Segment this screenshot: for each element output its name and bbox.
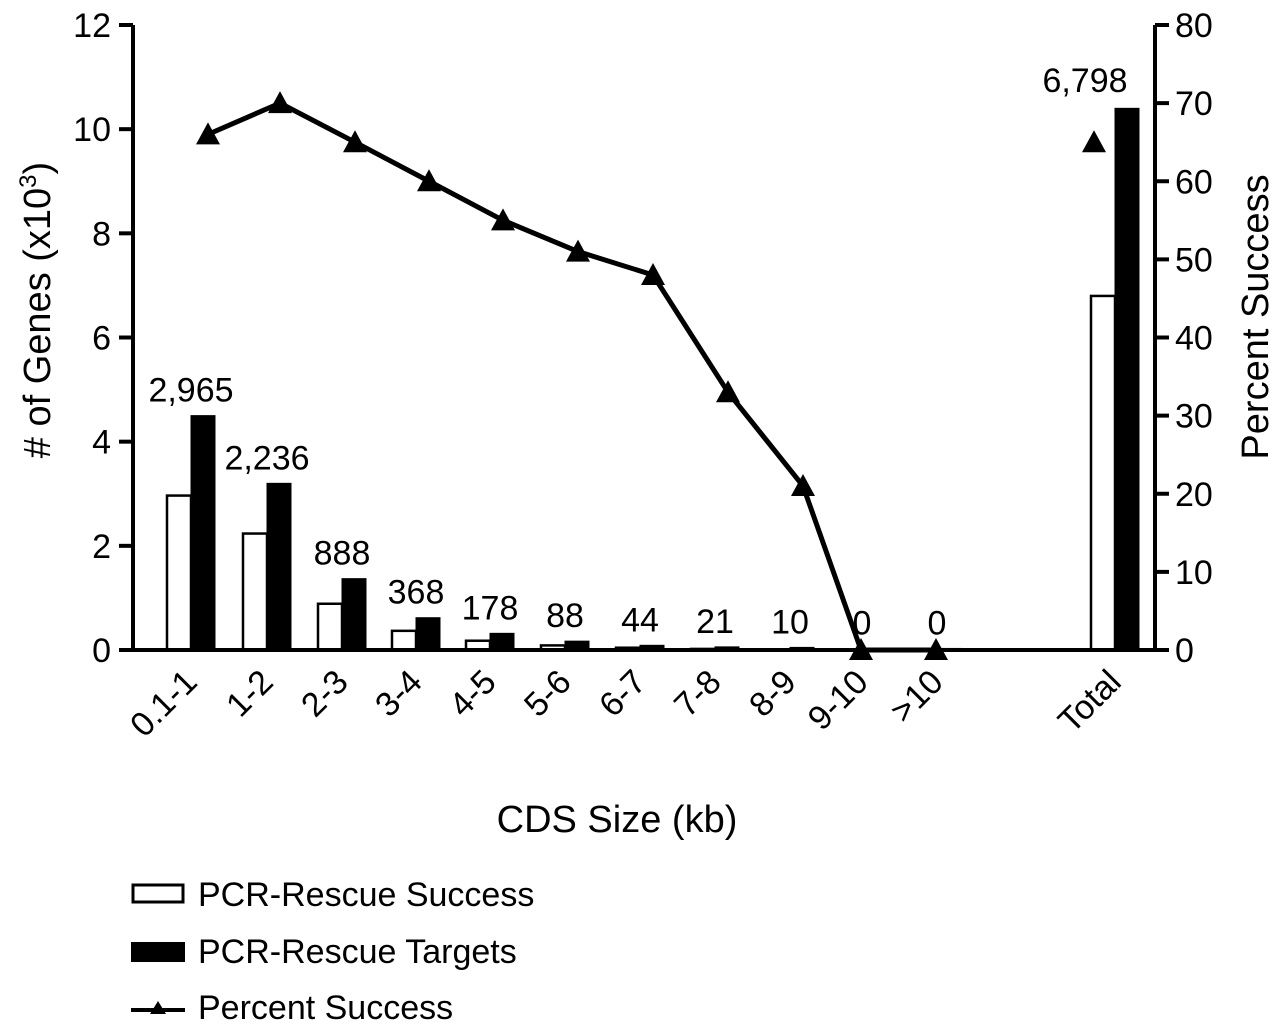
y-tick-label-10: 10 — [73, 111, 111, 149]
x-tick-label-1-2: 1-2 — [219, 663, 281, 725]
percent-marker-2-3 — [343, 130, 367, 153]
percent-marker-6-7 — [641, 263, 665, 285]
legend-label-targets: PCR-Rescue Targets — [198, 933, 517, 971]
x-tick-label-2-3: 2-3 — [294, 663, 356, 725]
legend-swatch-triangle-marker — [150, 1001, 166, 1014]
labels-layer: 2,965 2,236 888 368 178 88 44 21 10 0 0 6,798 — [148, 62, 1127, 642]
y2-tick-label-10: 10 — [1175, 554, 1213, 592]
percent-marker-0-1-1 — [196, 122, 220, 145]
bar-success-1-2 — [241, 532, 269, 652]
bar-success-total — [1089, 294, 1117, 652]
bar-targets-total — [1114, 107, 1140, 651]
bar-success-0-1-1 — [165, 494, 193, 652]
data-label-1-2: 2,236 — [224, 439, 309, 477]
percent-marker-5-6 — [566, 239, 590, 262]
x-tick-label-6-7: 6-7 — [592, 663, 654, 725]
x-tick-label-5-6: 5-6 — [517, 663, 579, 725]
x-axis-title: CDS Size (kb) — [497, 799, 738, 841]
data-label-3-4: 368 — [388, 574, 445, 612]
data-label-2-3: 888 — [314, 535, 371, 573]
x-tick-label-0-1-1: 0.1-1 — [123, 663, 205, 745]
y-tick-label-2: 2 — [92, 528, 111, 566]
y2-tick-label-70: 70 — [1175, 85, 1213, 123]
y2-tick-label-40: 40 — [1175, 320, 1213, 358]
bar-targets-1-2 — [266, 482, 292, 651]
percent-marker-4-5 — [491, 208, 515, 231]
line-layer — [196, 91, 1106, 660]
y-axis-title: # of Genes (x103) — [15, 162, 59, 458]
y2-tick-label-60: 60 — [1175, 163, 1213, 201]
x-tick-label-4-5: 4-5 — [442, 663, 504, 725]
y-axis-title-suffix: ) — [17, 162, 59, 175]
y-tick-label-8: 8 — [92, 215, 111, 253]
legend-swatch-success — [131, 883, 185, 904]
data-label-10: 0 — [928, 604, 947, 642]
percent-marker-8-9 — [791, 473, 815, 496]
data-label-8-9: 10 — [771, 603, 809, 641]
y2-tick-label-20: 20 — [1175, 476, 1213, 514]
data-label-6-7: 44 — [621, 601, 659, 639]
y2-axis-title: Percent Success — [1235, 174, 1277, 459]
percent-marker-3-4 — [417, 169, 441, 192]
legend-label-percent: Percent Success — [198, 989, 453, 1026]
x-tick-label-7-8: 7-8 — [667, 663, 729, 725]
y-tick-label-6: 6 — [92, 320, 111, 358]
bar-success-3-4 — [390, 629, 418, 652]
percent-marker-9-10 — [849, 638, 873, 660]
percent-marker-7-8 — [716, 380, 740, 403]
data-label-7-8: 21 — [696, 603, 734, 641]
data-label-0-1-1: 2,965 — [148, 372, 233, 410]
x-tick-label-total: Total — [1051, 663, 1129, 741]
y-axis-title-main: # of Genes (x10 — [17, 188, 59, 458]
bar-targets-4-5 — [489, 632, 515, 651]
x-tick-label-3-4: 3-4 — [368, 663, 430, 725]
legend-swatch-targets — [131, 942, 185, 962]
y-tick-label-4: 4 — [92, 424, 111, 462]
y2-tick-label-80: 80 — [1175, 7, 1213, 45]
percent-marker-10 — [924, 638, 948, 660]
bar-targets-3-4 — [415, 617, 441, 651]
bars-layer — [165, 107, 1140, 652]
y-tick-label-0: 0 — [92, 632, 111, 670]
bar-targets-2-3 — [341, 578, 367, 651]
percent-marker-total — [1082, 130, 1106, 153]
bar-success-2-3 — [316, 602, 344, 652]
y2-tick-label-0: 0 — [1175, 632, 1194, 670]
x-tick-label-8-9: 8-9 — [742, 663, 804, 725]
bar-targets-0-1-1 — [190, 415, 216, 651]
data-label-9-10: 0 — [853, 604, 872, 642]
legend: PCR-Rescue Success PCR-Rescue Targets Pe… — [131, 876, 534, 1026]
x-tick-label-9-10: 9-10 — [801, 663, 876, 738]
data-label-4-5: 178 — [462, 589, 519, 627]
y-tick-label-12: 12 — [73, 7, 111, 45]
x-tick-label-10: >10 — [883, 663, 951, 731]
legend-label-success: PCR-Rescue Success — [198, 876, 534, 914]
y-axis-title-superscript: 3 — [15, 174, 42, 187]
data-label-total: 6,798 — [1042, 62, 1127, 100]
y2-tick-label-50: 50 — [1175, 241, 1213, 279]
y2-tick-label-30: 30 — [1175, 398, 1213, 436]
percent-marker-1-2 — [268, 91, 292, 114]
data-label-5-6: 88 — [546, 597, 584, 635]
